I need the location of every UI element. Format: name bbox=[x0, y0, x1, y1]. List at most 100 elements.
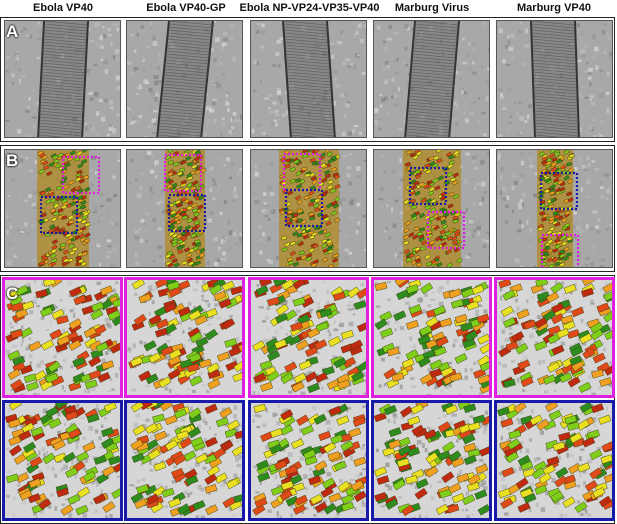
lattice-unit bbox=[291, 438, 305, 450]
lattice-unit bbox=[192, 500, 206, 511]
lattice-unit bbox=[439, 216, 446, 221]
lattice-unit bbox=[519, 487, 533, 499]
lattice-unit bbox=[67, 214, 74, 221]
lattice-unit bbox=[393, 310, 407, 322]
lattice-unit bbox=[564, 210, 571, 216]
segmented-tomogram bbox=[373, 149, 490, 268]
lattice-unit bbox=[171, 467, 185, 479]
lattice-unit bbox=[587, 429, 600, 440]
lattice-unit bbox=[18, 430, 32, 441]
lattice-unit bbox=[374, 492, 388, 502]
lattice-unit bbox=[70, 187, 77, 193]
lattice-unit bbox=[451, 493, 465, 504]
zoom-blue bbox=[2, 400, 123, 521]
lattice-unit bbox=[353, 490, 366, 503]
lattice-unit bbox=[281, 280, 295, 291]
lattice-unit bbox=[29, 456, 43, 468]
lattice-unit bbox=[84, 232, 91, 238]
lattice-unit bbox=[432, 162, 439, 169]
lattice-unit bbox=[80, 219, 87, 225]
lattice-unit bbox=[287, 209, 294, 215]
lattice-unit bbox=[192, 245, 199, 251]
lattice-unit bbox=[132, 424, 146, 436]
lattice-unit bbox=[424, 205, 431, 211]
zoom-blue bbox=[248, 400, 369, 521]
lattice-unit bbox=[516, 308, 530, 320]
lattice-unit bbox=[451, 235, 458, 242]
lattice-unit bbox=[68, 179, 75, 186]
lattice-unit bbox=[598, 495, 612, 508]
lattice-unit bbox=[184, 225, 192, 231]
lattice-unit bbox=[71, 246, 78, 252]
lattice-unit bbox=[184, 231, 191, 237]
lattice-unit bbox=[155, 280, 169, 289]
lattice-unit bbox=[175, 210, 182, 216]
lattice-unit bbox=[417, 334, 431, 345]
lattice-unit bbox=[507, 438, 521, 450]
lattice-unit bbox=[313, 150, 320, 154]
lattice-unit bbox=[330, 155, 337, 160]
lattice-unit bbox=[179, 358, 193, 369]
lattice-unit bbox=[285, 158, 292, 163]
lattice-unit bbox=[463, 454, 477, 466]
lattice-unit bbox=[423, 183, 430, 189]
lattice-unit bbox=[295, 339, 309, 351]
lattice-unit bbox=[219, 407, 233, 419]
lattice-unit bbox=[186, 205, 193, 211]
lattice-unit bbox=[406, 150, 413, 155]
lattice-unit bbox=[171, 258, 178, 264]
lattice-unit bbox=[432, 177, 439, 184]
lattice-unit bbox=[190, 186, 197, 191]
lattice-unit bbox=[320, 162, 327, 169]
lattice-unit bbox=[181, 260, 188, 266]
lattice-unit bbox=[80, 200, 87, 206]
lattice-unit bbox=[191, 203, 198, 209]
lattice-unit bbox=[500, 497, 514, 510]
lattice-unit bbox=[566, 236, 573, 241]
lattice-unit bbox=[407, 415, 421, 426]
lattice-unit bbox=[304, 346, 318, 357]
lattice-unit bbox=[502, 289, 516, 301]
lattice-unit bbox=[436, 158, 443, 164]
lattice-unit bbox=[292, 261, 300, 267]
lattice-unit bbox=[336, 415, 350, 426]
lattice-unit bbox=[589, 467, 603, 480]
lattice-unit bbox=[444, 231, 452, 237]
lattice-unit bbox=[563, 150, 570, 155]
lattice-unit bbox=[7, 368, 21, 381]
lattice-unit bbox=[284, 241, 291, 248]
lattice-unit bbox=[190, 232, 197, 239]
lattice-unit bbox=[445, 248, 453, 255]
zoom-magenta bbox=[248, 277, 369, 398]
lattice-unit bbox=[331, 200, 338, 206]
lattice-unit bbox=[300, 424, 314, 436]
lattice-unit bbox=[154, 430, 168, 442]
lattice-unit bbox=[68, 243, 75, 250]
lattice-unit bbox=[130, 439, 144, 451]
lattice-unit bbox=[433, 305, 447, 316]
lattice-unit bbox=[168, 286, 182, 298]
lattice-unit bbox=[130, 403, 144, 413]
lattice-unit bbox=[84, 379, 98, 389]
segmented-tomogram bbox=[496, 149, 613, 268]
lattice-unit bbox=[548, 263, 555, 267]
lattice-unit bbox=[353, 456, 366, 467]
lattice-unit bbox=[254, 497, 268, 509]
lattice-unit bbox=[269, 443, 283, 455]
lattice-unit bbox=[529, 414, 543, 426]
lattice-unit bbox=[330, 434, 344, 445]
lattice-unit bbox=[69, 250, 76, 256]
lattice-unit bbox=[51, 244, 58, 251]
lattice-unit bbox=[173, 262, 180, 267]
lattice-unit bbox=[340, 440, 354, 452]
lattice-unit bbox=[566, 161, 573, 167]
lattice-unit bbox=[275, 303, 289, 316]
lattice-unit bbox=[83, 327, 97, 338]
lattice-unit bbox=[176, 225, 184, 231]
lattice-unit bbox=[61, 215, 68, 220]
lattice-unit bbox=[591, 403, 604, 414]
lattice-unit bbox=[348, 427, 362, 438]
lattice-unit bbox=[429, 359, 443, 371]
lattice-unit bbox=[256, 459, 270, 471]
segmented-tomogram bbox=[126, 149, 243, 268]
